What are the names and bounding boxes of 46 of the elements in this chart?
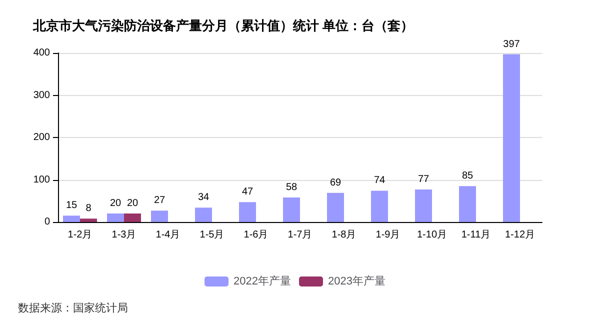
x-tick-label: 1-9月 (376, 230, 400, 240)
y-tick-label: 300 (33, 90, 50, 101)
bar (327, 192, 344, 222)
data-label: 74 (374, 175, 386, 186)
bar (195, 208, 212, 222)
bar (80, 218, 97, 222)
bar (239, 202, 256, 222)
x-tick-label: 1-10月 (416, 230, 448, 240)
legend-label: 2022年产量 (234, 274, 292, 288)
data-label: 69 (330, 177, 342, 188)
data-label: 15 (66, 200, 78, 212)
bar (63, 216, 80, 222)
legend-label: 2023年产量 (328, 274, 386, 288)
x-tick-label: 1-4月 (156, 230, 180, 240)
x-tick-label: 1-2月 (68, 230, 92, 240)
data-label: 27 (154, 195, 166, 206)
bar (415, 189, 432, 222)
y-tick-label: 400 (33, 48, 50, 58)
y-tick-label: 100 (33, 174, 50, 186)
x-tick-label: 1-11月 (461, 230, 491, 240)
source-note: 数据来源：国家统计局 (18, 302, 128, 314)
x-tick-label: 1-3月 (112, 230, 136, 240)
data-label: 85 (462, 170, 474, 182)
bar (151, 210, 168, 222)
bar (503, 54, 520, 222)
x-tick-label: 1-8月 (332, 230, 356, 240)
data-label: 34 (198, 192, 210, 204)
data-label: 397 (503, 38, 520, 50)
bar (124, 214, 141, 222)
bar (459, 186, 476, 222)
x-tick-label: 1-6月 (244, 230, 268, 240)
bar (283, 197, 300, 222)
bar (371, 190, 388, 222)
y-tick-label: 0 (44, 216, 50, 228)
data-label: 47 (242, 186, 254, 198)
chart-title: 北京市大气污染防治设备产量分月（累计值）统计 单位：台（套） (32, 18, 414, 33)
data-label: 77 (418, 174, 430, 185)
bar (107, 214, 124, 222)
data-label: 20 (126, 198, 138, 210)
data-label: 8 (86, 203, 92, 214)
x-tick-label: 1-7月 (288, 230, 312, 240)
y-tick-label: 200 (33, 132, 50, 143)
data-label: 20 (110, 198, 122, 210)
data-label: 58 (286, 182, 298, 193)
x-tick-label: 1-12月 (504, 230, 536, 240)
x-tick-label: 1-5月 (200, 230, 224, 240)
